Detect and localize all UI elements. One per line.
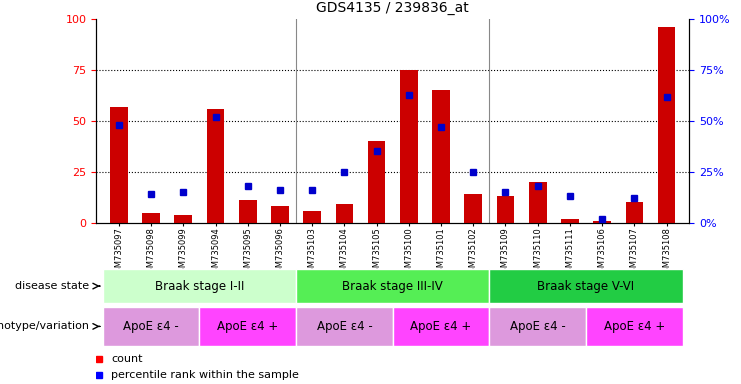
Bar [586,307,682,346]
Text: ApoE ε4 -: ApoE ε4 - [316,320,372,333]
Bar [103,269,296,303]
Bar [239,200,256,223]
Bar [303,210,321,223]
Bar [368,141,385,223]
Bar [400,70,418,223]
Bar [594,221,611,223]
Bar [296,307,393,346]
Bar [393,307,489,346]
Text: disease state: disease state [15,281,89,291]
Text: genotype/variation: genotype/variation [0,321,89,331]
Text: ApoE ε4 -: ApoE ε4 - [510,320,565,333]
Bar [529,182,547,223]
Bar [625,202,643,223]
Bar [561,218,579,223]
Bar [432,91,450,223]
Text: Braak stage I-II: Braak stage I-II [155,280,244,293]
Text: ApoE ε4 +: ApoE ε4 + [217,320,279,333]
Text: Braak stage V-VI: Braak stage V-VI [537,280,634,293]
Bar [110,107,127,223]
Text: ApoE ε4 -: ApoE ε4 - [123,320,179,333]
Bar [465,194,482,223]
Bar [207,109,225,223]
Bar [103,307,199,346]
Bar [199,307,296,346]
Bar [489,269,682,303]
Bar [489,307,586,346]
Text: percentile rank within the sample: percentile rank within the sample [111,370,299,381]
Text: ApoE ε4 +: ApoE ε4 + [411,320,472,333]
Text: count: count [111,354,143,364]
Bar [336,204,353,223]
Bar [142,213,160,223]
Bar [296,269,489,303]
Bar [174,215,192,223]
Bar [496,196,514,223]
Bar [658,27,676,223]
Bar [271,207,289,223]
Title: GDS4135 / 239836_at: GDS4135 / 239836_at [316,2,469,15]
Text: ApoE ε4 +: ApoE ε4 + [604,320,665,333]
Text: Braak stage III-IV: Braak stage III-IV [342,280,443,293]
